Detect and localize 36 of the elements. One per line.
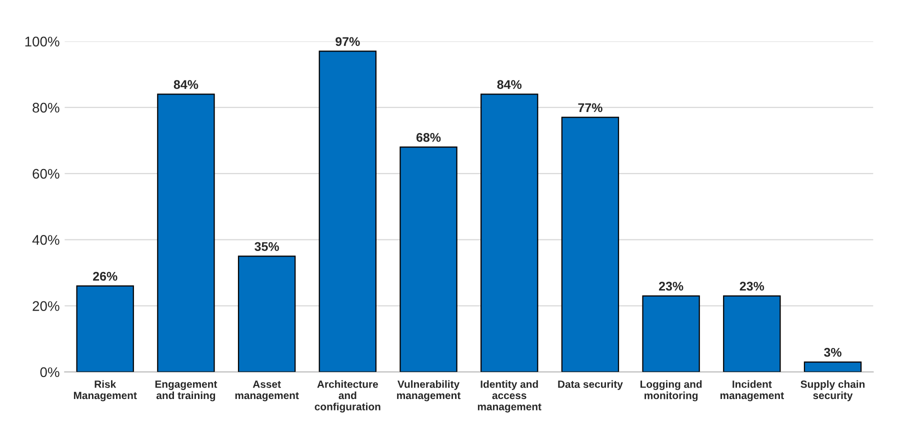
data-label: 84% xyxy=(497,80,522,89)
y-tick-label: 60% xyxy=(32,168,60,179)
data-label: 23% xyxy=(740,282,764,291)
x-tick-label: Supply chain security xyxy=(800,380,865,402)
x-tick-label: Risk Management xyxy=(74,380,137,402)
x-tick-label: Incident management xyxy=(720,380,784,402)
x-tick-label: Architecture and configuration xyxy=(314,380,380,412)
data-label: 35% xyxy=(254,242,279,251)
y-tick-label: 100% xyxy=(25,36,60,46)
data-label: 84% xyxy=(174,80,198,89)
bar xyxy=(400,146,458,372)
bar xyxy=(561,116,620,372)
x-tick-label: Asset management xyxy=(235,380,299,402)
y-tick-label: 40% xyxy=(32,235,60,245)
bar xyxy=(723,295,781,372)
data-label: 3% xyxy=(824,348,842,357)
bar xyxy=(76,285,134,372)
data-label: 68% xyxy=(416,133,441,142)
bar xyxy=(238,256,296,372)
data-label: 77% xyxy=(578,103,602,112)
bar xyxy=(480,94,538,372)
x-tick-label: Engagement and training xyxy=(155,380,218,402)
y-tick-label: 20% xyxy=(32,301,60,311)
data-label: 23% xyxy=(658,282,684,291)
bar xyxy=(157,94,215,372)
y-tick-label: 0% xyxy=(40,367,60,378)
y-tick-label: 80% xyxy=(32,102,60,113)
bar xyxy=(318,50,377,372)
bar xyxy=(804,361,862,372)
data-label: 26% xyxy=(93,272,118,281)
x-tick-label: Identity and access management xyxy=(478,380,542,412)
x-tick-label: Logging and monitoring xyxy=(640,380,702,402)
x-tick-label: Vulnerability management xyxy=(397,380,461,402)
x-tick-label: Data security xyxy=(558,380,623,390)
data-label: 97% xyxy=(336,37,360,46)
bar xyxy=(642,295,700,372)
